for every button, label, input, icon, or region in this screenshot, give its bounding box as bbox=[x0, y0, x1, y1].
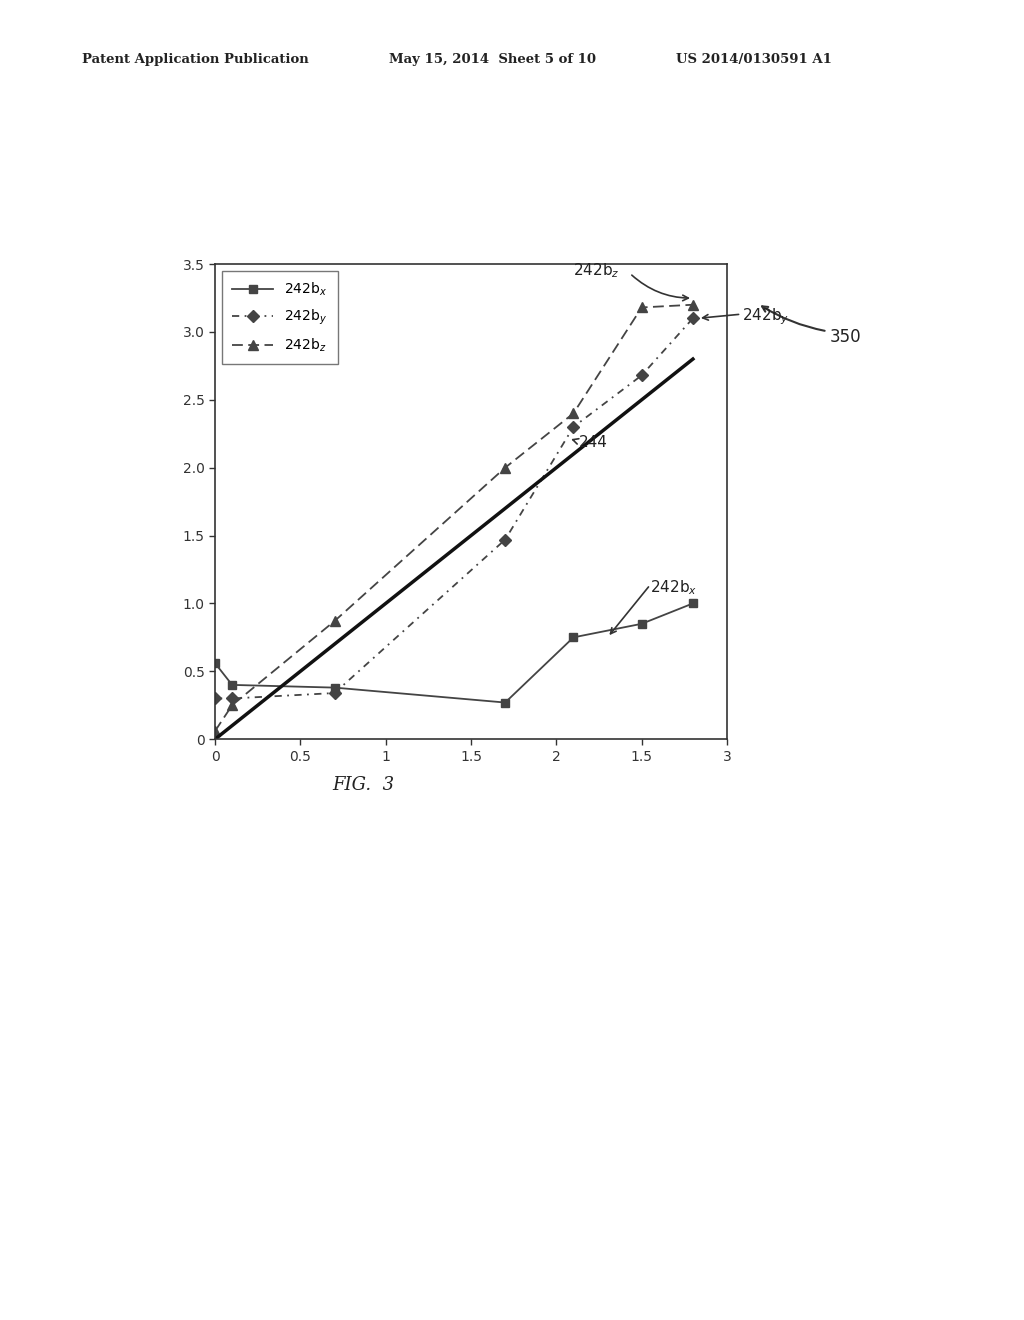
Text: 350: 350 bbox=[829, 327, 861, 346]
242b$_y$ bbox=[209, 690, 221, 706]
242b$_z$ bbox=[329, 614, 341, 630]
242b$_z$ bbox=[209, 723, 221, 739]
Line: 242b$_z$: 242b$_z$ bbox=[210, 300, 697, 737]
242b$_y$ bbox=[567, 418, 580, 434]
Text: 242b$_y$: 242b$_y$ bbox=[742, 306, 790, 327]
Line: 242b$_y$: 242b$_y$ bbox=[211, 314, 697, 702]
242b$_x$ bbox=[636, 616, 648, 632]
Text: 242b$_x$: 242b$_x$ bbox=[650, 578, 697, 597]
242b$_y$ bbox=[499, 532, 511, 548]
242b$_x$ bbox=[226, 677, 239, 693]
Text: FIG.  3: FIG. 3 bbox=[333, 776, 394, 795]
242b$_x$ bbox=[499, 694, 511, 710]
Legend: 242b$_x$, 242b$_y$, 242b$_z$: 242b$_x$, 242b$_y$, 242b$_z$ bbox=[222, 271, 338, 364]
242b$_x$ bbox=[687, 595, 699, 611]
242b$_x$ bbox=[567, 630, 580, 645]
242b$_x$ bbox=[209, 655, 221, 671]
242b$_z$ bbox=[636, 300, 648, 315]
242b$_y$ bbox=[329, 685, 341, 701]
242b$_x$ bbox=[329, 680, 341, 696]
Text: 242b$_z$: 242b$_z$ bbox=[573, 261, 621, 280]
Text: May 15, 2014  Sheet 5 of 10: May 15, 2014 Sheet 5 of 10 bbox=[389, 53, 596, 66]
Text: US 2014/0130591 A1: US 2014/0130591 A1 bbox=[676, 53, 831, 66]
Line: 242b$_x$: 242b$_x$ bbox=[211, 599, 697, 706]
242b$_y$ bbox=[687, 310, 699, 326]
Text: 244: 244 bbox=[579, 434, 607, 450]
242b$_y$ bbox=[636, 367, 648, 383]
242b$_z$ bbox=[567, 405, 580, 421]
242b$_y$ bbox=[226, 690, 239, 706]
Text: Patent Application Publication: Patent Application Publication bbox=[82, 53, 308, 66]
242b$_z$ bbox=[687, 297, 699, 313]
242b$_z$ bbox=[226, 697, 239, 713]
242b$_z$ bbox=[499, 459, 511, 475]
